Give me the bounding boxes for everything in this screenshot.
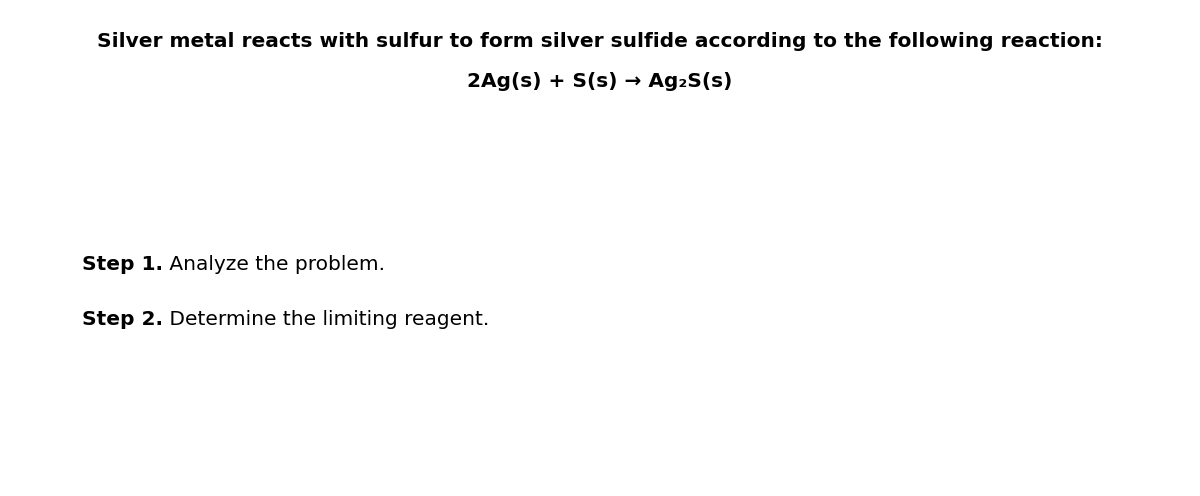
Text: Step 2.: Step 2. — [82, 310, 163, 329]
Text: Silver metal reacts with sulfur to form silver sulfide according to the followin: Silver metal reacts with sulfur to form … — [97, 32, 1103, 51]
Text: Step 1.: Step 1. — [82, 255, 163, 274]
Text: 2Ag(s) + S(s) → Ag₂S(s): 2Ag(s) + S(s) → Ag₂S(s) — [467, 72, 733, 91]
Text: Determine the limiting reagent.: Determine the limiting reagent. — [163, 310, 488, 329]
Text: Analyze the problem.: Analyze the problem. — [163, 255, 385, 274]
